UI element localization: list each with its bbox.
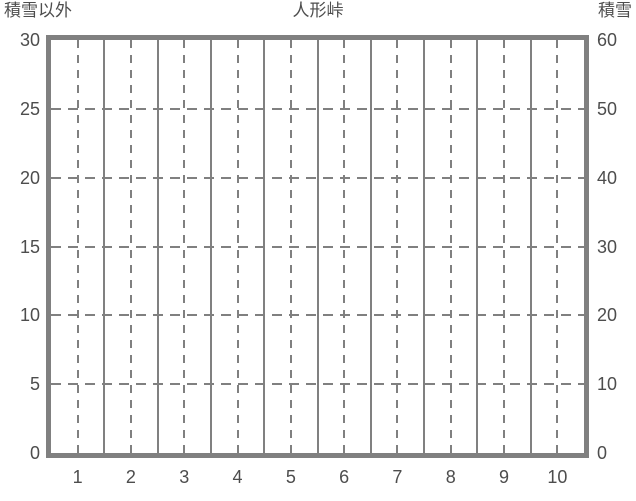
right-axis-title: 積雪: [598, 1, 632, 20]
grid-lines: [51, 40, 584, 453]
x-axis-tick-label: 10: [547, 467, 568, 487]
y-axis-left-tick-label: 30: [19, 30, 40, 50]
y-axis-left-tick-label: 5: [29, 374, 40, 395]
y-axis-right-tick-label: 10: [597, 374, 618, 395]
plot-inner: [51, 40, 584, 453]
y-axis-left-tick-label: 0: [29, 443, 40, 463]
x-axis-tick-label: 9: [499, 467, 510, 487]
chart-title: 人形峠: [292, 1, 344, 20]
y-axis-right-tick-label: 20: [597, 305, 618, 326]
x-axis-tick-label: 2: [125, 467, 136, 487]
x-axis-tick-label: 1: [72, 467, 83, 487]
y-axis-right-tick-label: 60: [597, 30, 618, 50]
x-axis-tick-label: 4: [232, 467, 243, 487]
y-axis-left-tick-label: 20: [19, 167, 40, 188]
x-axis-tick-label: 6: [339, 467, 350, 487]
y-axis-right-tick-label: 30: [597, 236, 618, 257]
plot-area: [46, 35, 589, 458]
y-axis-left-tick-label: 25: [19, 98, 40, 119]
x-axis-tick-label: 8: [445, 467, 456, 487]
y-axis-left-tick-label: 15: [19, 236, 40, 257]
y-axis-right-tick-label: 50: [597, 98, 618, 119]
y-axis-right-tick-label: 0: [597, 443, 608, 463]
y-axis-right-tick-label: 40: [597, 167, 618, 188]
x-axis-tick-label: 5: [285, 467, 296, 487]
y-axis-left-tick-label: 10: [19, 305, 40, 326]
x-axis-tick-label: 3: [179, 467, 190, 487]
x-axis-tick-label: 7: [392, 467, 403, 487]
left-axis-title: 積雪以外: [4, 1, 72, 20]
